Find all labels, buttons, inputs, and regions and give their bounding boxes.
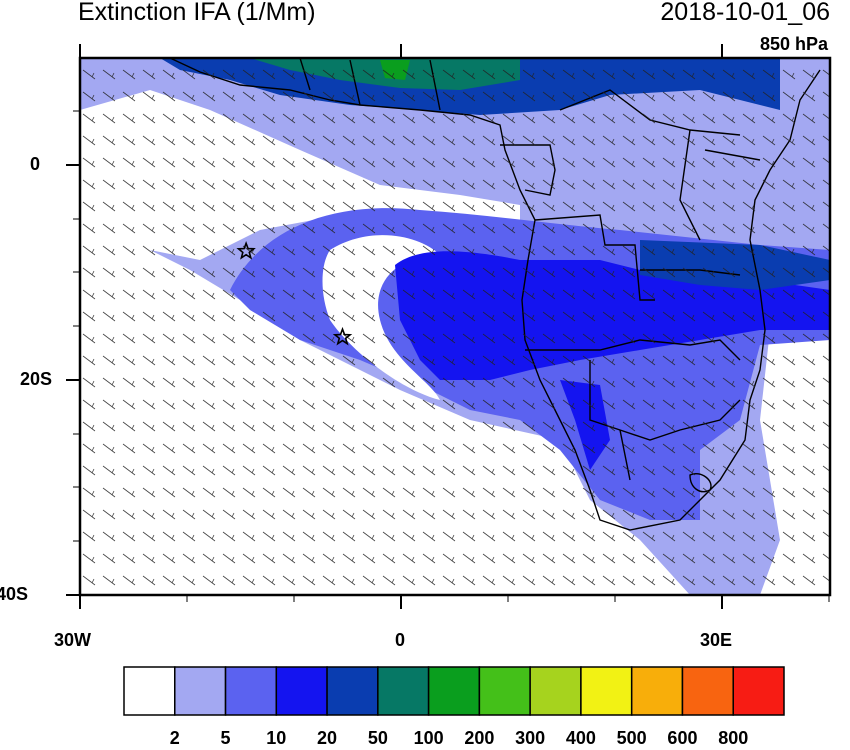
lat-label-20s: 20S	[20, 369, 53, 389]
colorbar-label: 800	[718, 728, 749, 748]
colorbar-swatch	[529, 666, 582, 716]
colorbar-swatch	[580, 666, 633, 716]
star-marker	[332, 326, 353, 346]
colorbar-label: 50	[367, 728, 388, 748]
lat-label-40s: 40S	[0, 584, 29, 604]
colorbar-label: 600	[667, 728, 698, 748]
colorbar-swatch	[478, 666, 531, 716]
colorbar-swatch	[123, 666, 176, 716]
lon-label-30e: 30E	[700, 630, 733, 650]
colorbar-label: 2	[169, 728, 180, 748]
colorbar-label: 500	[616, 728, 647, 748]
colorbar-label: 400	[565, 728, 596, 748]
colorbar-label: 300	[515, 728, 546, 748]
colorbar-swatch	[377, 666, 430, 716]
colorbar-label: 20	[317, 728, 338, 748]
lon-label-0: 0	[395, 630, 406, 650]
colorbar-swatch	[630, 666, 684, 716]
map-plot-area	[80, 58, 830, 595]
star-marker	[236, 241, 256, 260]
colorbar-swatch	[732, 666, 785, 716]
colorbar	[123, 666, 785, 716]
map-datetime: 2018-10-01_06	[660, 0, 830, 26]
site-markers	[236, 241, 353, 346]
colorbar-swatch	[174, 666, 227, 716]
colorbar-label: 10	[266, 728, 287, 748]
colorbar-swatch	[427, 666, 481, 716]
colorbar-swatch	[326, 666, 379, 716]
lon-label-30w: 30W	[54, 630, 92, 650]
lat-label-0: 0	[30, 154, 41, 174]
pressure-level: 850 hPa	[759, 34, 828, 54]
map-title: Extinction IFA (1/Mm)	[78, 0, 316, 26]
wind-barbs	[80, 58, 830, 595]
colorbar-swatch	[224, 666, 278, 716]
colorbar-swatch	[681, 666, 734, 716]
colorbar-label: 5	[220, 728, 231, 748]
colorbar-label: 200	[464, 728, 495, 748]
colorbar-swatch	[275, 666, 328, 716]
colorbar-label: 100	[413, 728, 444, 748]
